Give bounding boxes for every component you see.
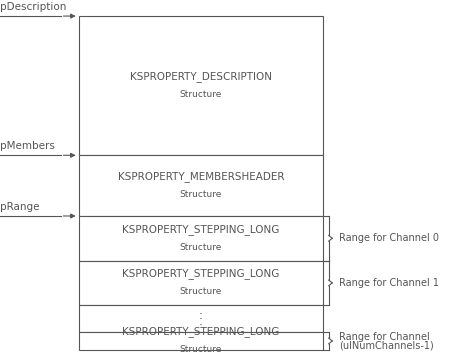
Text: Range for Channel: Range for Channel [339,332,430,342]
Text: .: . [199,315,203,328]
Text: Structure: Structure [180,243,222,252]
Text: Structure: Structure [180,90,222,99]
Text: KSPROPERTY_STEPPING_LONG: KSPROPERTY_STEPPING_LONG [122,268,280,280]
Text: .: . [199,304,203,317]
Text: pMembers: pMembers [0,141,55,151]
Text: KSPROPERTY_STEPPING_LONG: KSPROPERTY_STEPPING_LONG [122,327,280,337]
Bar [79,16,323,155]
Text: KSPROPERTY_STEPPING_LONG: KSPROPERTY_STEPPING_LONG [122,224,280,235]
Bar [79,261,323,305]
Text: Structure: Structure [180,287,222,296]
Bar [79,305,323,332]
Text: KSPROPERTY_DESCRIPTION: KSPROPERTY_DESCRIPTION [130,71,272,82]
Text: (ulNumChannels-1): (ulNumChannels-1) [339,340,434,350]
Text: Range for Channel 0: Range for Channel 0 [339,233,439,243]
Text: Range for Channel 1: Range for Channel 1 [339,278,439,288]
Bar [79,216,323,261]
Text: .: . [199,310,203,322]
Text: KSPROPERTY_MEMBERSHEADER: KSPROPERTY_MEMBERSHEADER [118,171,284,182]
Text: Structure: Structure [180,190,222,199]
Text: pDescription: pDescription [0,2,66,12]
Text: pRange: pRange [0,202,40,212]
Text: Structure: Structure [180,345,222,355]
Bar [79,332,323,350]
Bar [79,155,323,216]
